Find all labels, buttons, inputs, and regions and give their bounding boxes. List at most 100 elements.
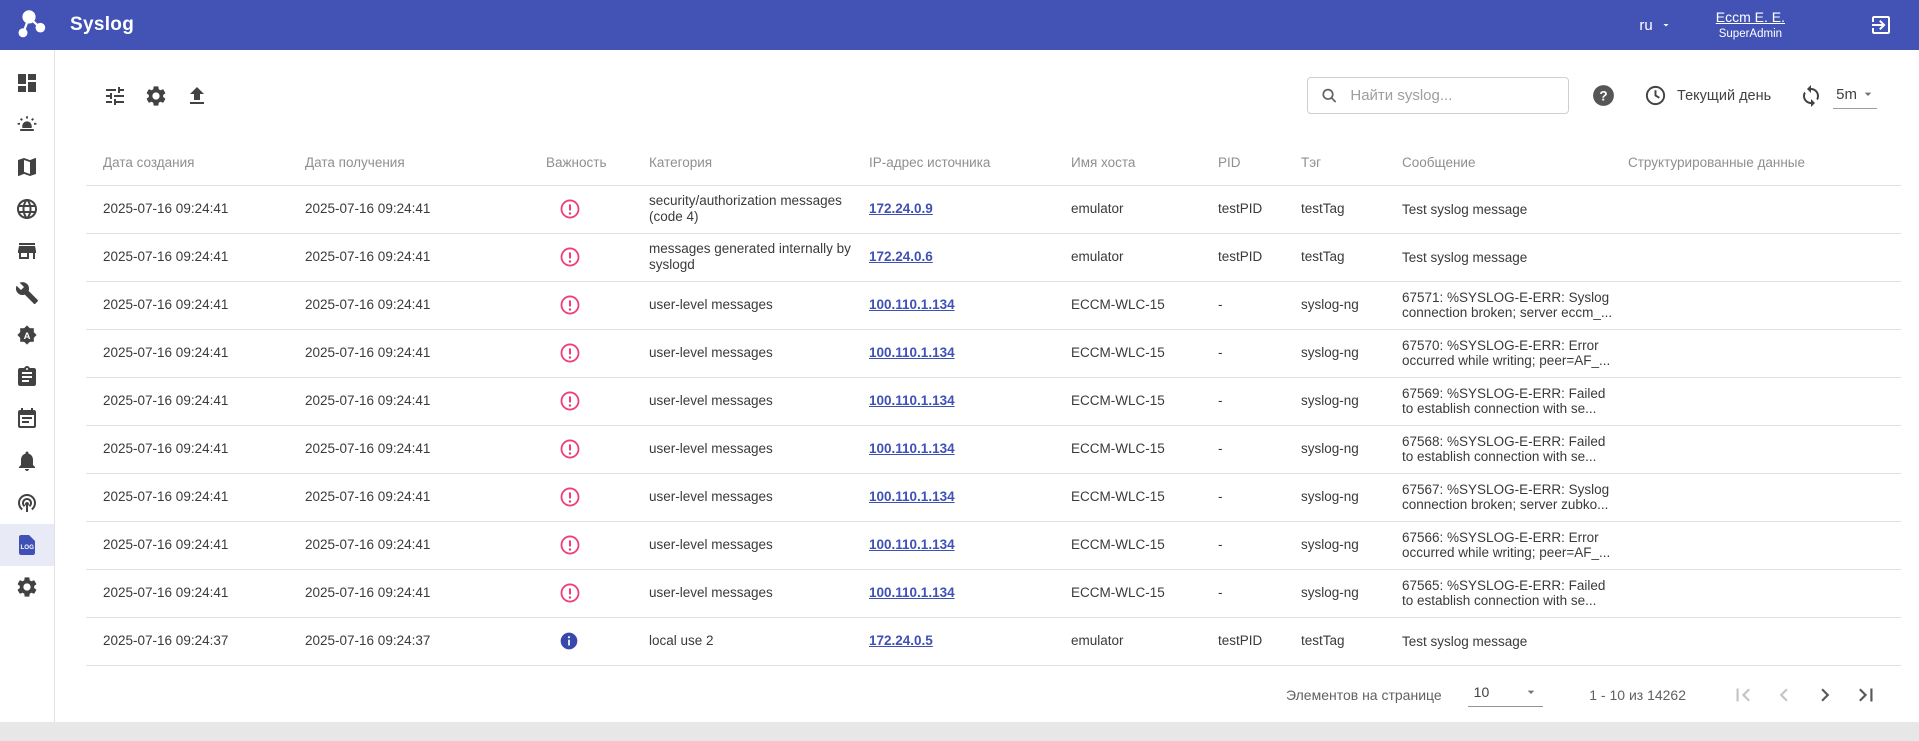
cell-tag: testTag — [1301, 233, 1402, 282]
page-title: Syslog — [70, 14, 135, 35]
table-row[interactable]: 2025-07-16 09:24:41 2025-07-16 09:24:41 us… — [86, 329, 1901, 378]
table-row[interactable]: 2025-07-16 09:24:41 2025-07-16 09:24:41 us… — [86, 281, 1901, 330]
error-severity-icon — [560, 487, 580, 507]
source-ip-link[interactable]: 100.110.1.134 — [869, 536, 955, 552]
table-settings-button[interactable] — [144, 84, 168, 108]
cell-created: 2025-07-16 09:24:41 — [86, 185, 305, 234]
column-header: Дата получения — [305, 141, 546, 186]
cell-pid: - — [1218, 329, 1301, 378]
cell-host: emulator — [1071, 185, 1218, 234]
period-selector[interactable]: Текущий день — [1644, 84, 1771, 107]
source-ip-link[interactable]: 100.110.1.134 — [869, 296, 955, 312]
podcasts-icon — [18, 494, 36, 512]
logout-icon — [1872, 16, 1890, 34]
source-ip-link[interactable]: 100.110.1.134 — [869, 344, 955, 360]
sidebar-item-alarms[interactable] — [0, 104, 54, 146]
per-page-select[interactable]: 10 — [1467, 682, 1544, 707]
storefront-icon — [18, 243, 36, 259]
user-menu[interactable]: Eccm E. E. SuperAdmin — [1716, 9, 1785, 41]
cell-category: user-level messages — [649, 473, 869, 522]
cell-category: user-level messages — [649, 569, 869, 618]
cell-created: 2025-07-16 09:24:41 — [86, 473, 305, 522]
sidebar: A LOG — [0, 50, 55, 722]
cell-structured — [1628, 569, 1901, 618]
source-ip-link[interactable]: 100.110.1.134 — [869, 440, 955, 456]
error-severity-icon — [560, 391, 580, 411]
source-ip-link[interactable]: 172.24.0.5 — [869, 632, 933, 648]
source-ip-link[interactable]: 172.24.0.6 — [869, 248, 933, 264]
sidebar-item-events[interactable] — [0, 398, 54, 440]
dashboard-icon — [18, 74, 36, 92]
table-header-row: Дата создания Дата получения Важность Катег… — [86, 141, 1901, 186]
sidebar-item-dashboard[interactable] — [0, 62, 54, 104]
sidebar-item-syslog[interactable]: LOG — [0, 524, 54, 566]
cell-tag: testTag — [1301, 185, 1402, 234]
refresh-interval-select[interactable]: 5m — [1833, 83, 1877, 109]
cell-structured — [1628, 521, 1901, 570]
cell-received: 2025-07-16 09:24:41 — [305, 377, 546, 426]
logout-button[interactable] — [1869, 13, 1893, 37]
export-button[interactable] — [185, 84, 209, 108]
sidebar-item-monitoring[interactable] — [0, 482, 54, 524]
upload-icon — [190, 86, 204, 104]
syslog-table-body: 2025-07-16 09:24:41 2025-07-16 09:24:41 se… — [86, 185, 1901, 666]
filter-button[interactable] — [103, 84, 127, 108]
cell-structured — [1628, 185, 1901, 234]
cell-received: 2025-07-16 09:24:41 — [305, 233, 546, 282]
cell-pid: - — [1218, 473, 1301, 522]
sidebar-item-network[interactable] — [0, 188, 54, 230]
cell-tag: syslog-ng — [1301, 569, 1402, 618]
cell-source-ip: 100.110.1.134 — [869, 425, 1071, 474]
sidebar-item-tasks[interactable] — [0, 356, 54, 398]
refresh-button[interactable] — [1799, 84, 1823, 108]
chevron-down-icon — [1663, 24, 1669, 27]
sidebar-item-storefront[interactable] — [0, 230, 54, 272]
content-area: A LOG — [0, 50, 1919, 722]
source-ip-link[interactable]: 100.110.1.134 — [869, 392, 955, 408]
cell-message: 67567: %SYSLOG-E-ERR: Syslog connection … — [1402, 473, 1628, 522]
cell-host: ECCM-WLC-15 — [1071, 521, 1218, 570]
pagination: Элементов на странице 10 1 - 10 из 14262 — [55, 667, 1919, 722]
table-row[interactable]: 2025-07-16 09:24:41 2025-07-16 09:24:41 us… — [86, 473, 1901, 522]
column-header: Тэг — [1301, 141, 1402, 186]
sidebar-item-notifications[interactable] — [0, 440, 54, 482]
chevron-down-icon — [1527, 690, 1535, 694]
table-row[interactable]: 2025-07-16 09:24:41 2025-07-16 09:24:41 us… — [86, 425, 1901, 474]
sidebar-item-settings[interactable] — [0, 566, 54, 608]
cell-message: Test syslog message — [1402, 185, 1628, 234]
next-page-button[interactable] — [1812, 682, 1838, 708]
source-ip-link[interactable]: 100.110.1.134 — [869, 584, 955, 600]
refresh-interval-value: 5m — [1836, 85, 1857, 103]
search-input[interactable] — [1350, 87, 1559, 104]
first-page-icon — [1736, 688, 1750, 701]
table-row[interactable]: 2025-07-16 09:24:41 2025-07-16 09:24:41 me… — [86, 233, 1901, 282]
clock-icon — [1645, 85, 1666, 106]
chevron-down-icon — [1864, 92, 1872, 96]
sidebar-item-badge-a[interactable]: A — [0, 314, 54, 356]
table-row[interactable]: 2025-07-16 09:24:41 2025-07-16 09:24:41 us… — [86, 521, 1901, 570]
cell-category: messages generated internally by syslogd — [649, 233, 869, 282]
first-page-button[interactable] — [1730, 682, 1756, 708]
cell-severity — [546, 329, 649, 378]
table-row[interactable]: 2025-07-16 09:24:37 2025-07-16 09:24:37 lo… — [86, 617, 1901, 666]
table-row[interactable]: 2025-07-16 09:24:41 2025-07-16 09:24:41 se… — [86, 185, 1901, 234]
cell-severity — [546, 377, 649, 426]
cell-source-ip: 172.24.0.5 — [869, 617, 1071, 666]
cell-source-ip: 172.24.0.6 — [869, 233, 1071, 282]
sidebar-item-tools[interactable] — [0, 272, 54, 314]
cell-message: 67566: %SYSLOG-E-ERR: Error occurred whi… — [1402, 521, 1628, 570]
cell-received: 2025-07-16 09:24:41 — [305, 569, 546, 618]
source-ip-link[interactable]: 172.24.0.9 — [869, 200, 933, 216]
table-row[interactable]: 2025-07-16 09:24:41 2025-07-16 09:24:41 us… — [86, 569, 1901, 618]
language-selector[interactable]: ru — [1639, 17, 1671, 34]
sidebar-item-map[interactable] — [0, 146, 54, 188]
cell-created: 2025-07-16 09:24:41 — [86, 377, 305, 426]
help-button[interactable]: ? — [1591, 83, 1616, 108]
source-ip-link[interactable]: 100.110.1.134 — [869, 488, 955, 504]
last-page-button[interactable] — [1853, 682, 1879, 708]
error-severity-icon — [560, 343, 580, 363]
cell-tag: syslog-ng — [1301, 377, 1402, 426]
calendar-icon — [18, 408, 36, 428]
previous-page-button[interactable] — [1771, 682, 1797, 708]
table-row[interactable]: 2025-07-16 09:24:41 2025-07-16 09:24:41 us… — [86, 377, 1901, 426]
